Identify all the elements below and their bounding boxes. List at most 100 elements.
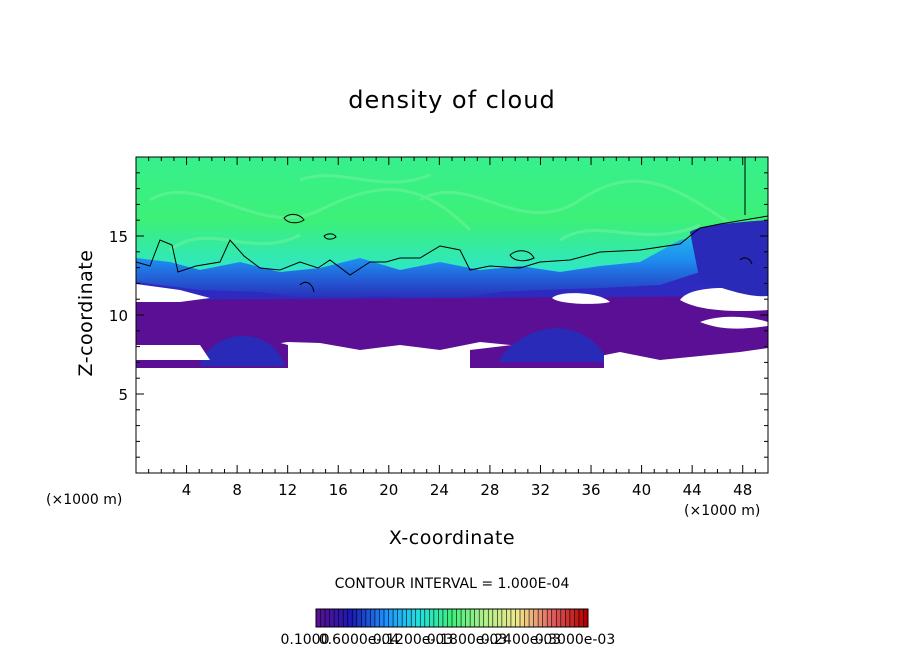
colorbar-swatch bbox=[361, 609, 367, 627]
colorbar-swatch bbox=[424, 609, 430, 627]
colorbar-swatch bbox=[433, 609, 439, 627]
right-upper-lobe bbox=[690, 220, 768, 297]
y-tick-label: 15 bbox=[109, 228, 128, 246]
x-tick-label: 40 bbox=[632, 481, 651, 499]
x-unit-right: (×1000 m) bbox=[684, 503, 761, 519]
colorbar-swatch bbox=[492, 609, 498, 627]
colorbar bbox=[315, 608, 589, 628]
swirl-texture bbox=[149, 173, 741, 252]
x-tick-label: 4 bbox=[182, 481, 192, 499]
colorbar-swatch bbox=[470, 609, 475, 627]
colorbar-swatch bbox=[325, 609, 330, 627]
colorbar-swatch bbox=[420, 609, 426, 627]
colorbar-swatch bbox=[479, 609, 485, 627]
colorbar-swatch bbox=[497, 609, 503, 627]
colorbar-swatch bbox=[501, 609, 507, 627]
colorbar-swatch bbox=[538, 609, 543, 627]
x-tick-label: 36 bbox=[581, 481, 600, 499]
colorbar-swatch bbox=[429, 609, 435, 627]
colorbar-label: 0.3000e-03 bbox=[534, 632, 616, 648]
y-tick-label: 5 bbox=[118, 386, 128, 404]
colorbar-swatch bbox=[402, 609, 407, 627]
contour-lines bbox=[136, 157, 768, 293]
colorbar-swatch bbox=[352, 609, 358, 627]
colorbar-label: 0.6000e-04 bbox=[318, 632, 400, 648]
colorbar-swatch bbox=[393, 609, 398, 627]
x-tick-label: 16 bbox=[329, 481, 348, 499]
colorbar-swatch bbox=[334, 609, 339, 627]
colorbar-swatch bbox=[356, 609, 362, 627]
clear-gap-2 bbox=[136, 345, 210, 360]
colorbar-swatch bbox=[574, 609, 580, 627]
colorbar-swatch bbox=[488, 609, 494, 627]
colorbar-swatch bbox=[397, 609, 403, 627]
colorbar-swatch bbox=[510, 609, 516, 627]
clear-gap-3 bbox=[552, 293, 610, 304]
colorbar-swatch bbox=[447, 609, 453, 627]
colorbar-swatch bbox=[316, 609, 321, 627]
colorbar-label: 0.1800e-03 bbox=[426, 632, 508, 648]
x-axis-label: X-coordinate bbox=[388, 527, 516, 549]
y-tick-label: 10 bbox=[109, 307, 128, 325]
left-blue-dome bbox=[200, 335, 285, 366]
colorbar-swatch bbox=[524, 609, 530, 627]
colorbar-swatch bbox=[379, 609, 385, 627]
colorbar-swatch bbox=[320, 609, 326, 627]
y-axis-label: Z-coordinate bbox=[75, 249, 97, 377]
colorbar-swatch bbox=[465, 609, 471, 627]
colorbar-swatch bbox=[347, 609, 353, 627]
colorbar-swatch bbox=[442, 609, 448, 627]
x-tick-label: 32 bbox=[531, 481, 550, 499]
x-tick-label: 28 bbox=[480, 481, 499, 499]
lower-cloud-layer bbox=[136, 296, 768, 360]
x-tick-label: 44 bbox=[683, 481, 702, 499]
colorbar-swatch bbox=[565, 609, 571, 627]
colorbar-swatch bbox=[551, 609, 557, 627]
colorbar-swatch bbox=[388, 609, 394, 627]
colorbar-swatch bbox=[338, 609, 344, 627]
field-layer bbox=[136, 157, 768, 368]
colorbar-swatch bbox=[569, 609, 575, 627]
colorbar-swatch bbox=[547, 609, 553, 627]
colorbar-swatch bbox=[415, 609, 421, 627]
colorbar-swatch bbox=[406, 609, 412, 627]
chart-title: density of cloud bbox=[348, 86, 556, 114]
colorbar-swatch bbox=[438, 609, 444, 627]
colorbar-swatch bbox=[560, 609, 566, 627]
x-tick-label: 8 bbox=[232, 481, 242, 499]
colorbar-swatch bbox=[583, 609, 589, 627]
colorbar-label: 0.2400e-03 bbox=[480, 632, 562, 648]
colorbar-swatch bbox=[542, 609, 548, 627]
colorbar-swatch bbox=[556, 609, 562, 627]
clear-gap-6 bbox=[288, 345, 470, 368]
colorbar-swatch bbox=[533, 609, 539, 627]
colorbar-swatch bbox=[374, 609, 380, 627]
colorbar-swatch bbox=[483, 609, 489, 627]
colorbar-swatch bbox=[529, 609, 534, 627]
colorbar-swatch bbox=[474, 609, 480, 627]
colorbar-label: 0.1000 bbox=[280, 632, 330, 648]
clear-gap-5 bbox=[700, 316, 768, 329]
x-tick-label: 12 bbox=[278, 481, 297, 499]
x-unit-left: (×1000 m) bbox=[46, 492, 123, 508]
colorbar-swatch bbox=[370, 609, 376, 627]
colorbar-swatch bbox=[461, 609, 466, 627]
colorbar-swatch bbox=[329, 609, 335, 627]
colorbar-frame bbox=[315, 608, 589, 628]
colorbar-swatch bbox=[456, 609, 462, 627]
x-tick-label: 20 bbox=[379, 481, 398, 499]
colorbar-swatch bbox=[365, 609, 371, 627]
contour-interval-label: CONTOUR INTERVAL = 1.000E-04 bbox=[334, 576, 570, 592]
colorbar-swatch bbox=[343, 609, 349, 627]
deep-blue-band bbox=[136, 255, 768, 305]
colorbar-swatch bbox=[452, 609, 457, 627]
clear-gap-1 bbox=[136, 284, 210, 302]
colorbar-swatch bbox=[506, 609, 512, 627]
x-tick-label: 24 bbox=[430, 481, 449, 499]
colorbar-swatch bbox=[384, 609, 389, 627]
colorbar-swatch bbox=[411, 609, 417, 627]
right-blue-dome bbox=[500, 328, 604, 362]
colorbar-swatch bbox=[520, 609, 525, 627]
